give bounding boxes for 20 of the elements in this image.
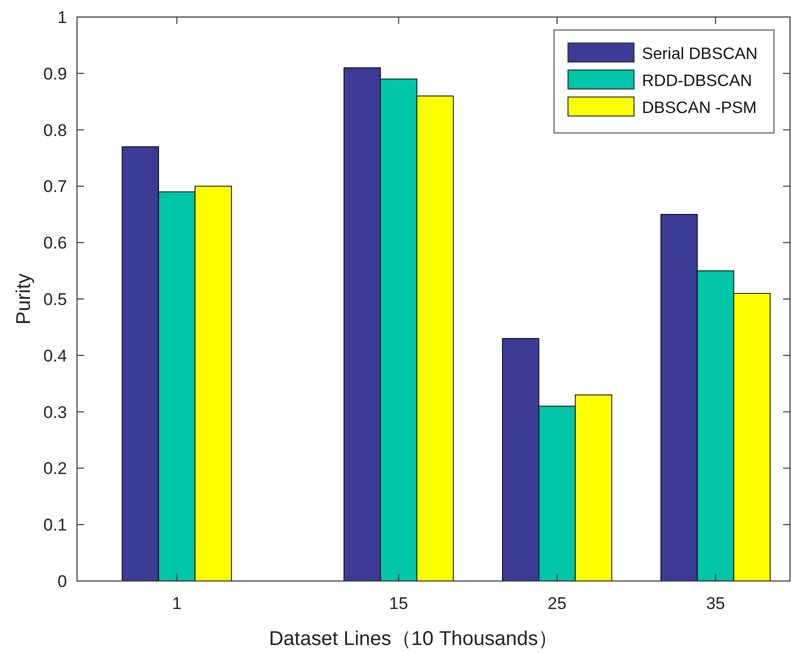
- y-tick-label: 0.2: [43, 459, 67, 478]
- y-tick-label: 0: [58, 572, 67, 591]
- x-tick-label: 15: [389, 594, 408, 613]
- y-axis-title: Purity: [13, 273, 35, 325]
- y-tick-label: 0.5: [43, 290, 67, 309]
- y-tick-label: 1: [58, 8, 67, 27]
- y-tick-label: 0.6: [43, 234, 67, 253]
- y-tick-label: 0.1: [43, 516, 67, 535]
- y-tick-label: 0.3: [43, 402, 67, 422]
- x-axis-title: Dataset Lines（10 Thousands）: [268, 628, 558, 650]
- legend-label: Serial DBSCAN: [642, 45, 758, 63]
- legend-label: RDD-DBSCAN: [642, 72, 752, 90]
- x-tick-label: 1: [172, 594, 182, 613]
- y-tick-label: 0.7: [43, 177, 67, 196]
- y-tick-label: 0.4: [43, 346, 67, 366]
- legend-label: DBSCAN -PSM: [642, 99, 757, 117]
- y-tick-label: 0.9: [43, 64, 67, 84]
- x-tick-label: 35: [706, 594, 725, 613]
- y-tick-label: 0.8: [43, 120, 67, 140]
- x-tick-label: 25: [548, 594, 567, 613]
